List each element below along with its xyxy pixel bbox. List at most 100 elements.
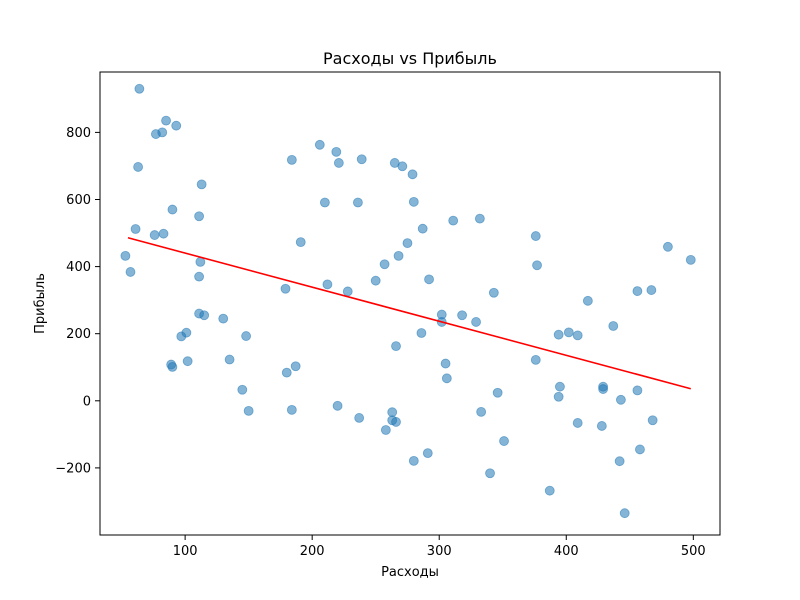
data-point-73 — [243, 405, 254, 416]
x-axis-label: Расходы — [381, 565, 439, 580]
data-point-94 — [408, 455, 419, 466]
data-point-6 — [196, 179, 207, 190]
data-point-26 — [408, 196, 419, 207]
data-point-37 — [424, 274, 434, 285]
data-point-10 — [149, 230, 160, 240]
x-tick-label: 100 — [173, 544, 198, 559]
data-point-36 — [370, 275, 381, 286]
y-axis-label: Прибыль — [33, 273, 48, 334]
data-point-72 — [237, 384, 248, 395]
data-point-68 — [290, 361, 301, 372]
data-point-92 — [499, 436, 509, 446]
data-point-67 — [440, 358, 451, 369]
x-axis-ticks: 100 200 300 400 500 — [173, 535, 706, 559]
trend-line — [127, 236, 691, 390]
data-point-53 — [224, 354, 235, 365]
data-point-89 — [572, 418, 583, 428]
data-point-98 — [544, 485, 555, 496]
data-point-84 — [553, 391, 564, 402]
data-point-99 — [619, 508, 630, 519]
data-point-17 — [331, 146, 342, 157]
data-point-23 — [407, 169, 418, 180]
data-point-34 — [393, 250, 404, 261]
data-point-31 — [474, 213, 485, 224]
data-point-7 — [167, 204, 178, 215]
x-tick-label: 500 — [681, 544, 706, 559]
data-point-42 — [582, 295, 593, 306]
data-point-9 — [130, 224, 141, 234]
data-point-66 — [391, 341, 401, 352]
plot-frame — [99, 71, 721, 536]
x-tick-label: 200 — [300, 544, 325, 559]
data-point-44 — [685, 254, 696, 265]
data-point-65 — [416, 328, 427, 338]
chart-title: Расходы vs Прибыль — [323, 49, 497, 68]
data-point-69 — [281, 367, 292, 378]
data-point-80 — [380, 425, 391, 435]
data-point-70 — [441, 373, 452, 384]
y-axis-ticks: −200 0 200 400 600 800 — [55, 126, 100, 476]
data-point-82 — [492, 387, 503, 398]
data-point-12 — [120, 250, 131, 261]
data-point-93 — [635, 444, 645, 455]
y-tick-label: 200 — [66, 327, 91, 342]
data-point-4 — [157, 127, 168, 138]
data-point-39 — [342, 286, 353, 297]
data-point-2 — [171, 120, 182, 131]
data-point-40 — [280, 283, 291, 294]
data-point-33 — [532, 260, 542, 271]
data-point-46 — [646, 285, 657, 295]
data-point-90 — [596, 421, 607, 431]
data-point-35 — [379, 259, 390, 270]
x-tick-label: 300 — [427, 544, 452, 559]
data-point-5 — [133, 162, 144, 172]
data-point-29 — [402, 238, 413, 249]
data-point-64 — [572, 330, 583, 341]
data-point-51 — [176, 331, 187, 342]
data-point-62 — [553, 329, 564, 340]
data-point-24 — [319, 197, 330, 208]
data-point-8 — [194, 211, 205, 222]
data-point-76 — [354, 413, 365, 423]
data-point-43 — [663, 241, 673, 252]
data-point-25 — [353, 197, 363, 208]
y-tick-label: 800 — [66, 126, 91, 141]
data-point-27 — [295, 237, 306, 248]
y-tick-label: 0 — [83, 394, 91, 409]
data-point-56 — [167, 362, 178, 372]
data-point-97 — [614, 456, 625, 467]
data-point-86 — [598, 384, 609, 394]
plot-area — [99, 71, 721, 536]
data-point-38 — [322, 279, 333, 290]
data-point-16 — [314, 139, 325, 150]
data-point-77 — [387, 407, 398, 418]
trend-layer — [127, 236, 691, 390]
data-point-61 — [608, 321, 619, 331]
data-point-74 — [286, 404, 297, 415]
y-tick-label: 400 — [66, 260, 91, 275]
data-point-49 — [218, 313, 229, 324]
data-point-71 — [530, 354, 541, 365]
data-point-88 — [616, 394, 626, 405]
data-point-41 — [488, 287, 499, 298]
data-point-87 — [632, 385, 643, 396]
data-point-32 — [530, 231, 541, 241]
data-point-13 — [125, 267, 136, 277]
data-point-63 — [563, 327, 574, 338]
data-point-18 — [356, 154, 367, 165]
y-tick-label: 600 — [66, 193, 91, 208]
x-tick-label: 400 — [554, 544, 579, 559]
data-point-83 — [555, 381, 565, 392]
points-layer — [120, 83, 696, 519]
data-point-79 — [391, 417, 401, 427]
data-point-15 — [194, 271, 205, 282]
data-point-95 — [422, 448, 433, 459]
data-point-20 — [333, 158, 344, 168]
data-point-96 — [485, 468, 495, 479]
data-point-1 — [161, 115, 171, 126]
data-point-45 — [632, 286, 643, 296]
data-point-0 — [134, 83, 145, 94]
data-point-19 — [286, 154, 297, 165]
data-point-11 — [158, 228, 169, 239]
